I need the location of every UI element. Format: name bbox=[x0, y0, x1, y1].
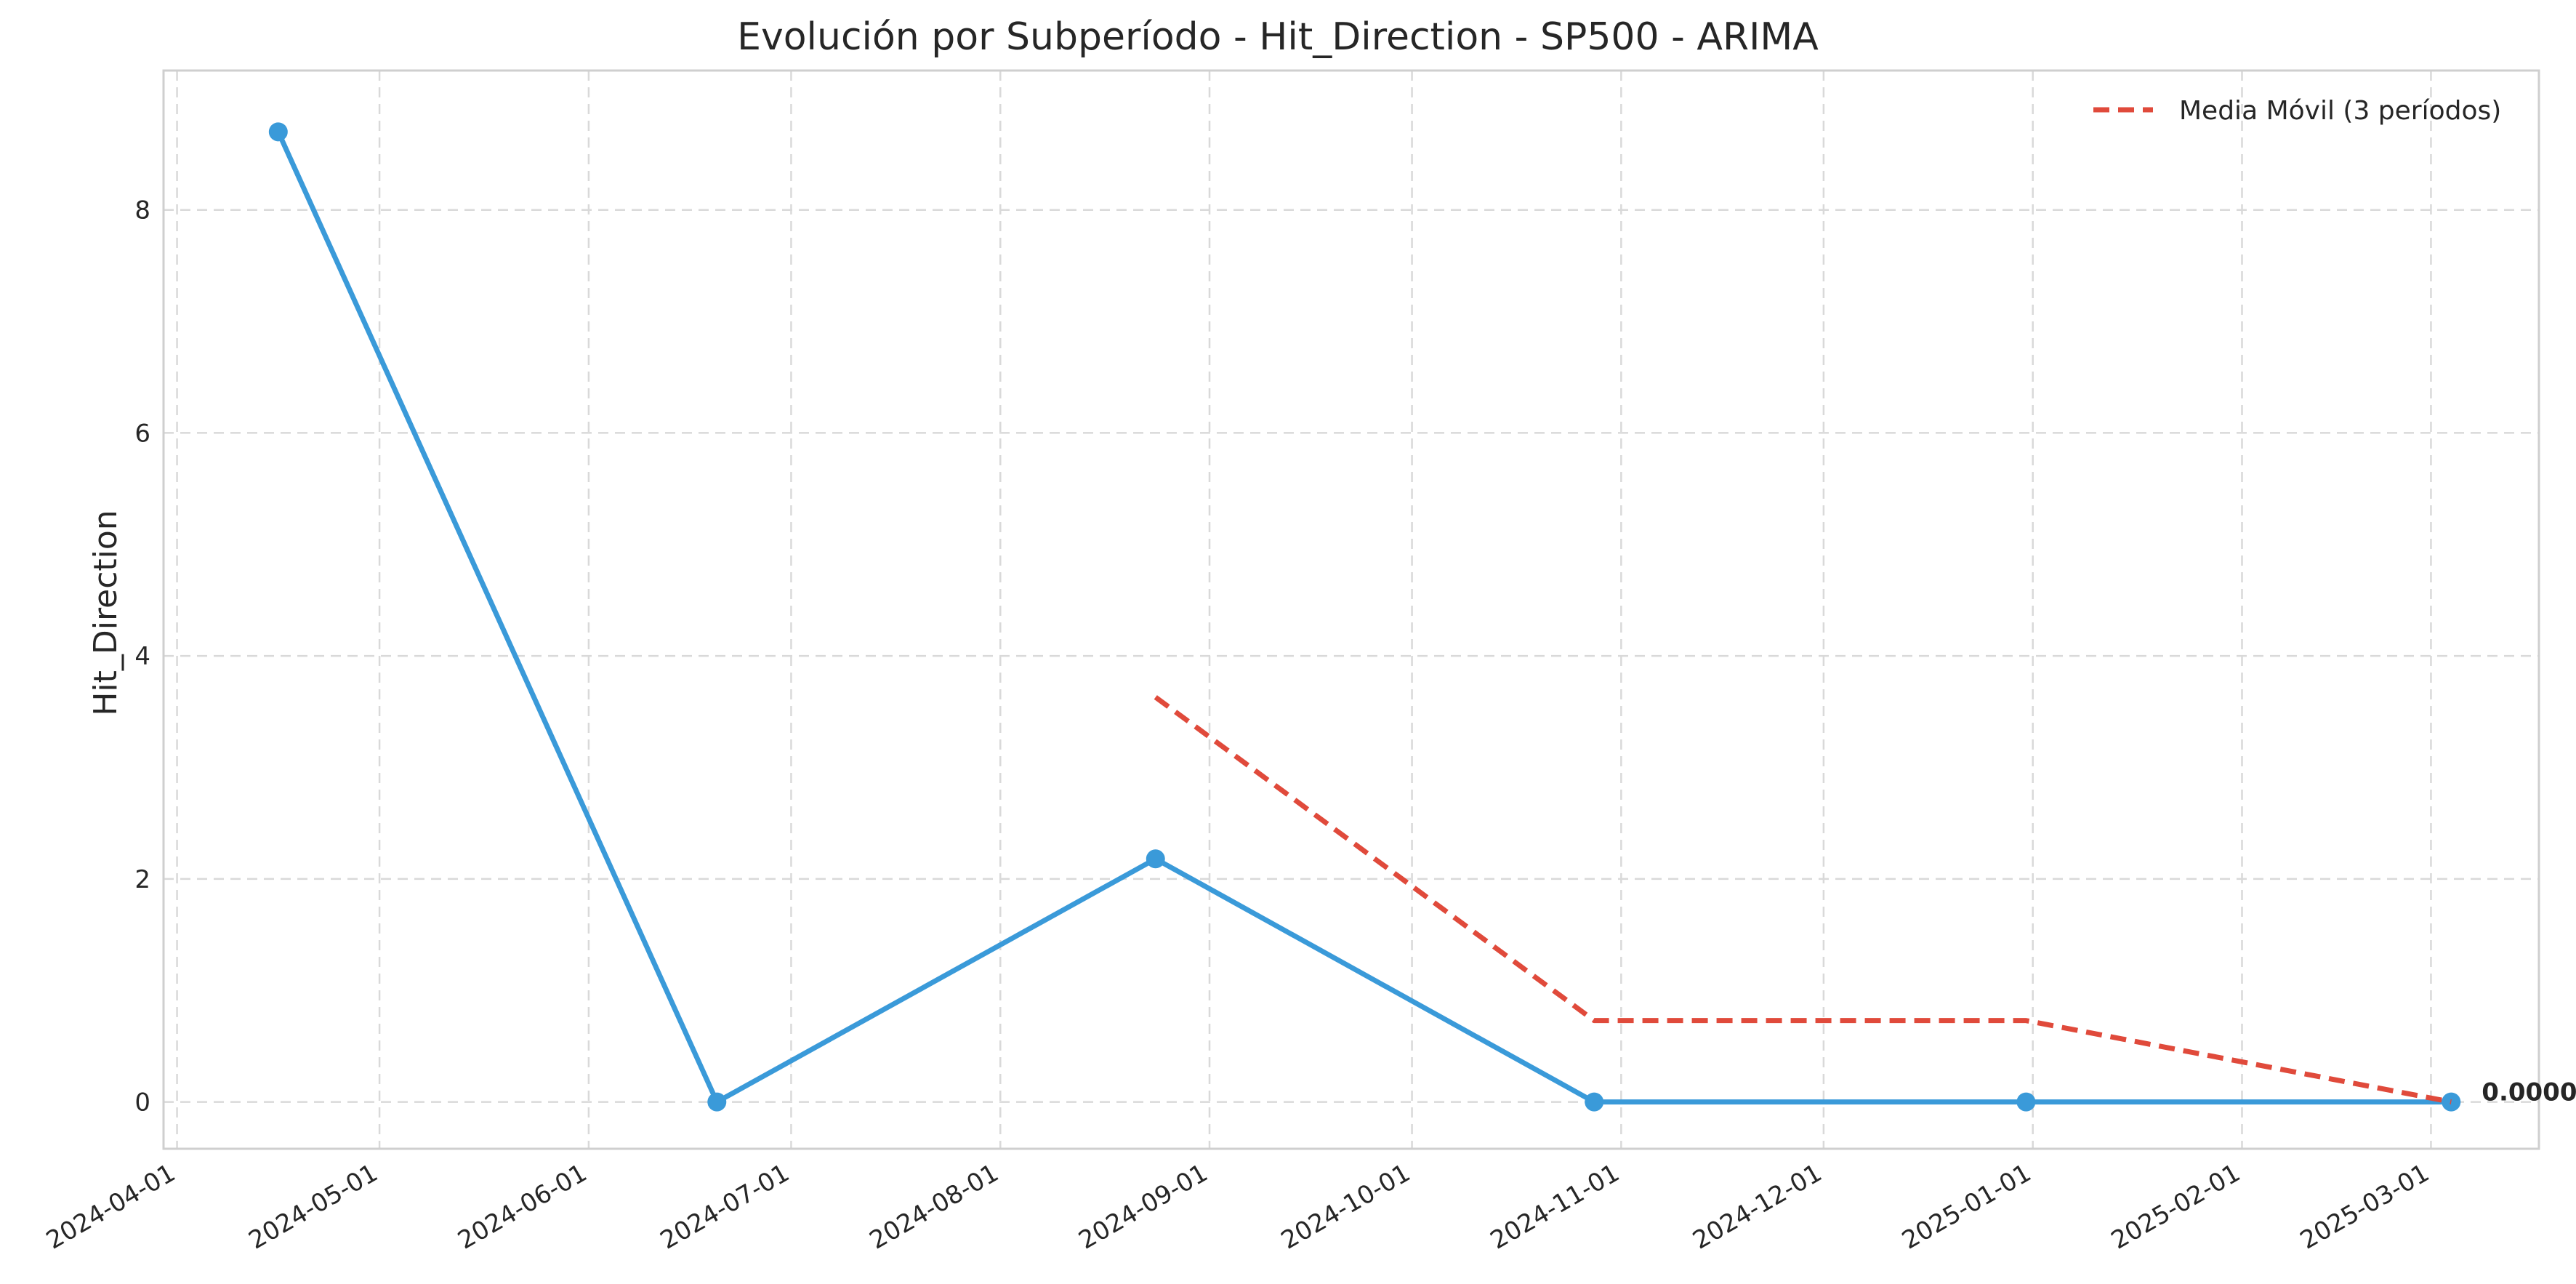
data-point bbox=[2016, 1092, 2036, 1112]
x-tick-label: 2024-10-01 bbox=[1276, 1158, 1415, 1255]
x-tick-label: 2024-04-01 bbox=[41, 1158, 180, 1255]
x-tick-label: 2024-09-01 bbox=[1074, 1158, 1212, 1255]
x-tick-label: 2025-03-01 bbox=[2295, 1158, 2434, 1255]
x-tick-label: 2025-02-01 bbox=[2106, 1158, 2245, 1255]
y-tick-label: 4 bbox=[134, 642, 150, 671]
chart-title: Evolución por Subperíodo - Hit_Direction… bbox=[737, 15, 1819, 59]
x-tick-label: 2024-08-01 bbox=[865, 1158, 1004, 1255]
data-point bbox=[707, 1092, 727, 1112]
x-tick-label: 2024-11-01 bbox=[1486, 1158, 1625, 1255]
series-layer bbox=[268, 122, 2461, 1112]
x-tick-label: 2024-07-01 bbox=[656, 1158, 794, 1255]
y-tick-label: 2 bbox=[134, 865, 150, 894]
series-line-moving-average bbox=[1154, 695, 2452, 1105]
tick-labels: 2024-04-01 2024-05-01 2024-06-01 2024-07-01… bbox=[41, 196, 2576, 1256]
x-tick-label: 2024-12-01 bbox=[1688, 1158, 1827, 1255]
grid bbox=[164, 71, 2539, 1149]
legend-label-moving-average: Media Móvil (3 períodos) bbox=[2179, 96, 2501, 126]
data-label: 0.0000 bbox=[2482, 1078, 2576, 1107]
data-point bbox=[1146, 849, 1165, 869]
y-tick-label: 8 bbox=[134, 196, 150, 225]
y-axis-label: Hit_Direction bbox=[87, 510, 124, 715]
data-point bbox=[1585, 1092, 1604, 1112]
y-tick-label: 6 bbox=[134, 419, 150, 448]
legend: Media Móvil (3 períodos) bbox=[2093, 96, 2501, 126]
plot-frame bbox=[162, 69, 2540, 1150]
series-line-hit-direction bbox=[275, 129, 2454, 1105]
y-tick-label: 0 bbox=[134, 1088, 150, 1118]
x-tick-label: 2024-05-01 bbox=[243, 1158, 382, 1255]
x-tick-label: 2025-01-01 bbox=[1897, 1158, 2036, 1255]
data-point bbox=[268, 122, 288, 142]
x-tick-label: 2024-06-01 bbox=[453, 1158, 592, 1255]
